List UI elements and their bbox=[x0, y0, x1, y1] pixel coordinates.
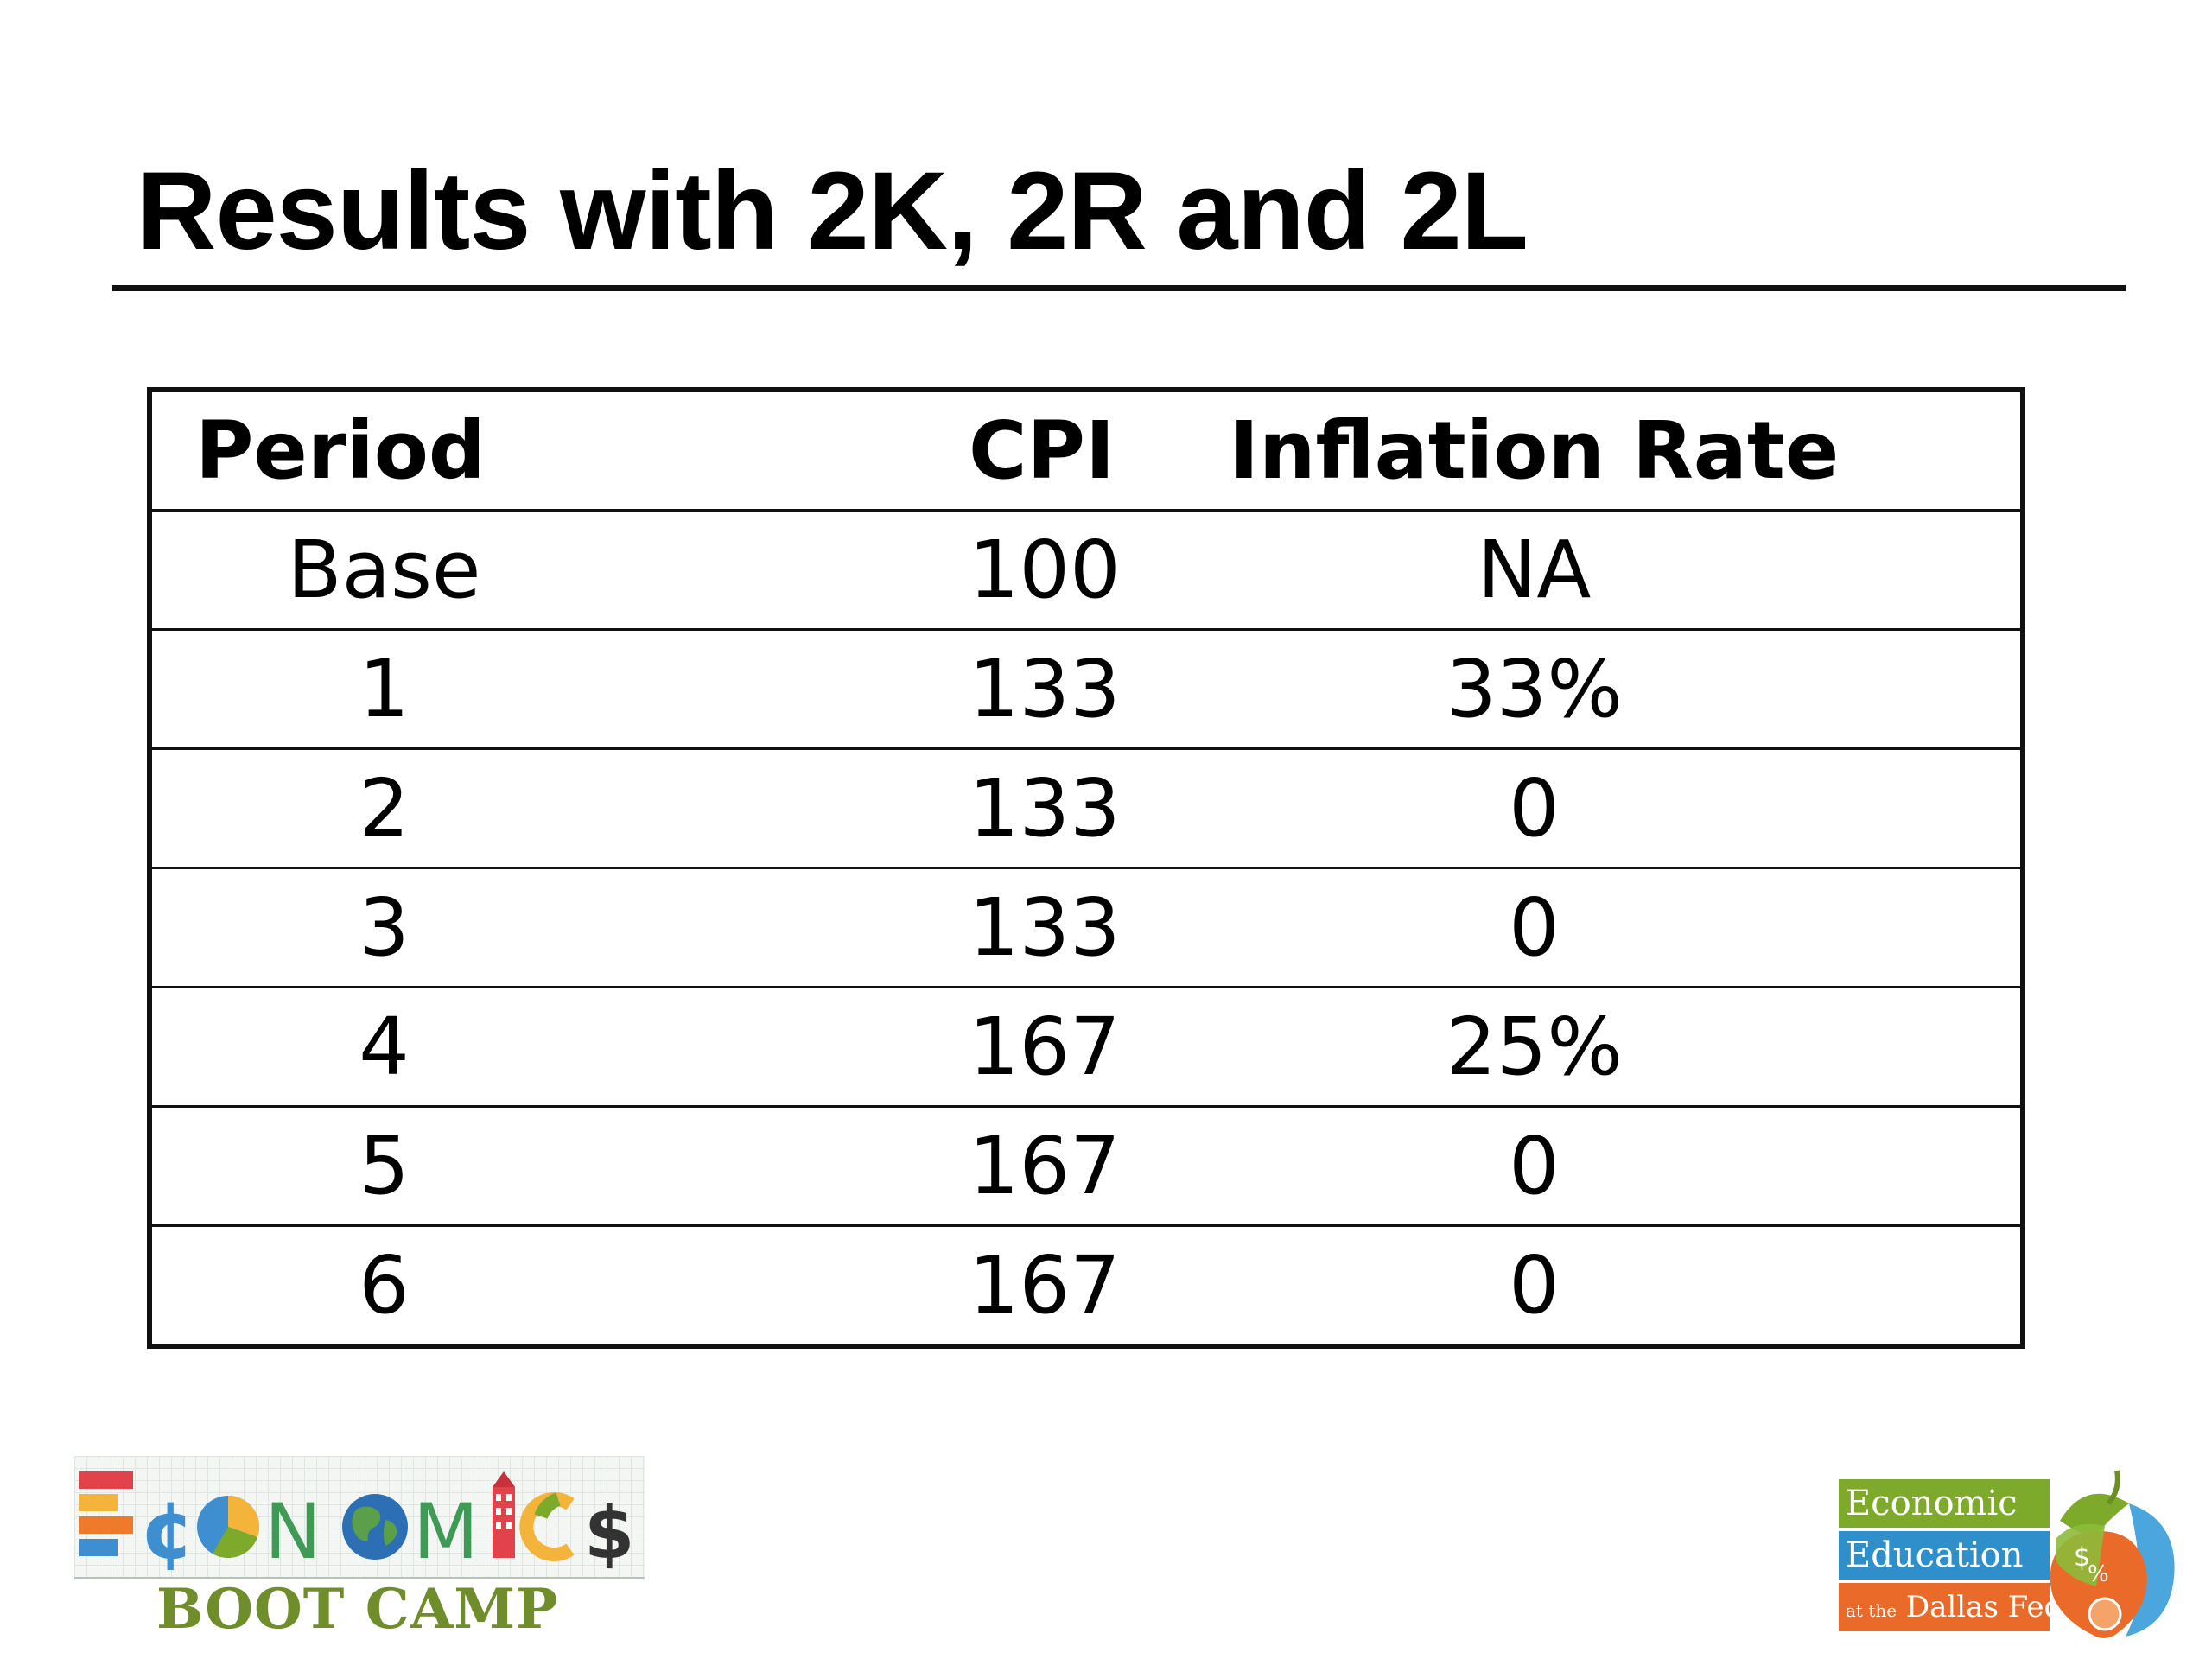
cell-cpi: 133 bbox=[582, 629, 1121, 750]
cell-cpi: 167 bbox=[969, 1239, 1121, 1332]
logo-line-education: Education bbox=[1839, 1531, 2050, 1580]
svg-text:N: N bbox=[264, 1487, 321, 1576]
boot-camp-label: BOOT CAMP bbox=[156, 1577, 559, 1642]
svg-text:%: % bbox=[2088, 1561, 2109, 1587]
cell-inflation-rate: 0 bbox=[1048, 748, 2023, 869]
cell-inflation-rate: 0 bbox=[1048, 1106, 2023, 1227]
cpi-inflation-table: Period CPI Inflation Rate Base 100 NA 1 … bbox=[147, 387, 2025, 1349]
table-row: 1 133 33% bbox=[149, 629, 2023, 750]
cell-cpi: 133 bbox=[582, 748, 1121, 869]
table-row: 5 167 0 bbox=[149, 1106, 2023, 1227]
cell-cpi: 100 bbox=[582, 510, 1121, 631]
economic-education-dallas-fed-logo: Economic Education at the Dallas Fed $ % bbox=[1839, 1469, 2184, 1642]
economics-wordmark: ¢ N M $ bbox=[74, 1456, 645, 1579]
cell-period: 5 bbox=[149, 1106, 582, 1227]
economics-wordmark-art: ¢ N M $ bbox=[79, 1471, 634, 1577]
cell-inflation-rate: NA bbox=[1048, 510, 2023, 631]
svg-text:$: $ bbox=[584, 1491, 634, 1575]
cell-period: 4 bbox=[149, 987, 582, 1108]
table-row: 2 133 0 bbox=[149, 748, 2023, 869]
slide-title: Results with 2K, 2R and 2L bbox=[137, 149, 1529, 273]
cell-inflation-rate: 33% bbox=[1048, 629, 2023, 750]
cell-period: 2 bbox=[149, 748, 582, 869]
economics-boot-camp-logo: ¢ N M $ BOO bbox=[74, 1456, 645, 1642]
table-header-row: Period CPI Inflation Rate bbox=[149, 390, 2023, 512]
header-cpi: CPI bbox=[582, 390, 1115, 512]
cell-cpi: 167 bbox=[582, 1106, 1121, 1227]
svg-text:M: M bbox=[413, 1487, 479, 1576]
cell-inflation-rate: 25% bbox=[1048, 987, 2023, 1108]
cell-period: 3 bbox=[149, 868, 582, 988]
cell-cpi: 167 bbox=[582, 987, 1121, 1108]
logo-dallas-fed: Dallas Fed bbox=[1905, 1590, 2050, 1624]
svg-text:¢: ¢ bbox=[140, 1484, 195, 1577]
cell-period: 6 bbox=[359, 1239, 410, 1332]
logo-at-the: at the bbox=[1846, 1600, 1897, 1621]
cell-inflation-rate: 0 bbox=[1048, 868, 2023, 988]
logo-line-dallas-fed: at the Dallas Fed bbox=[1839, 1583, 2050, 1631]
header-inflation-rate: Inflation Rate bbox=[1048, 390, 2023, 512]
svg-text:$: $ bbox=[2074, 1542, 2090, 1573]
table-row: 3 133 0 bbox=[149, 868, 2023, 988]
cell-period: Base bbox=[149, 510, 582, 631]
apple-book-icon: $ % bbox=[2050, 1470, 2175, 1638]
table-row: 6 167 0 bbox=[149, 1226, 2023, 1347]
cell-period: 1 bbox=[149, 629, 582, 750]
table-row: Base 100 NA bbox=[149, 510, 2023, 631]
cell-cpi: 133 bbox=[582, 868, 1121, 988]
table-row: 4 167 25% bbox=[149, 987, 2023, 1108]
cell-inflation-rate: 0 bbox=[1509, 1239, 1560, 1332]
header-period: Period bbox=[149, 390, 582, 512]
title-divider bbox=[112, 285, 2126, 291]
logo-line-economic: Economic bbox=[1839, 1479, 2050, 1528]
